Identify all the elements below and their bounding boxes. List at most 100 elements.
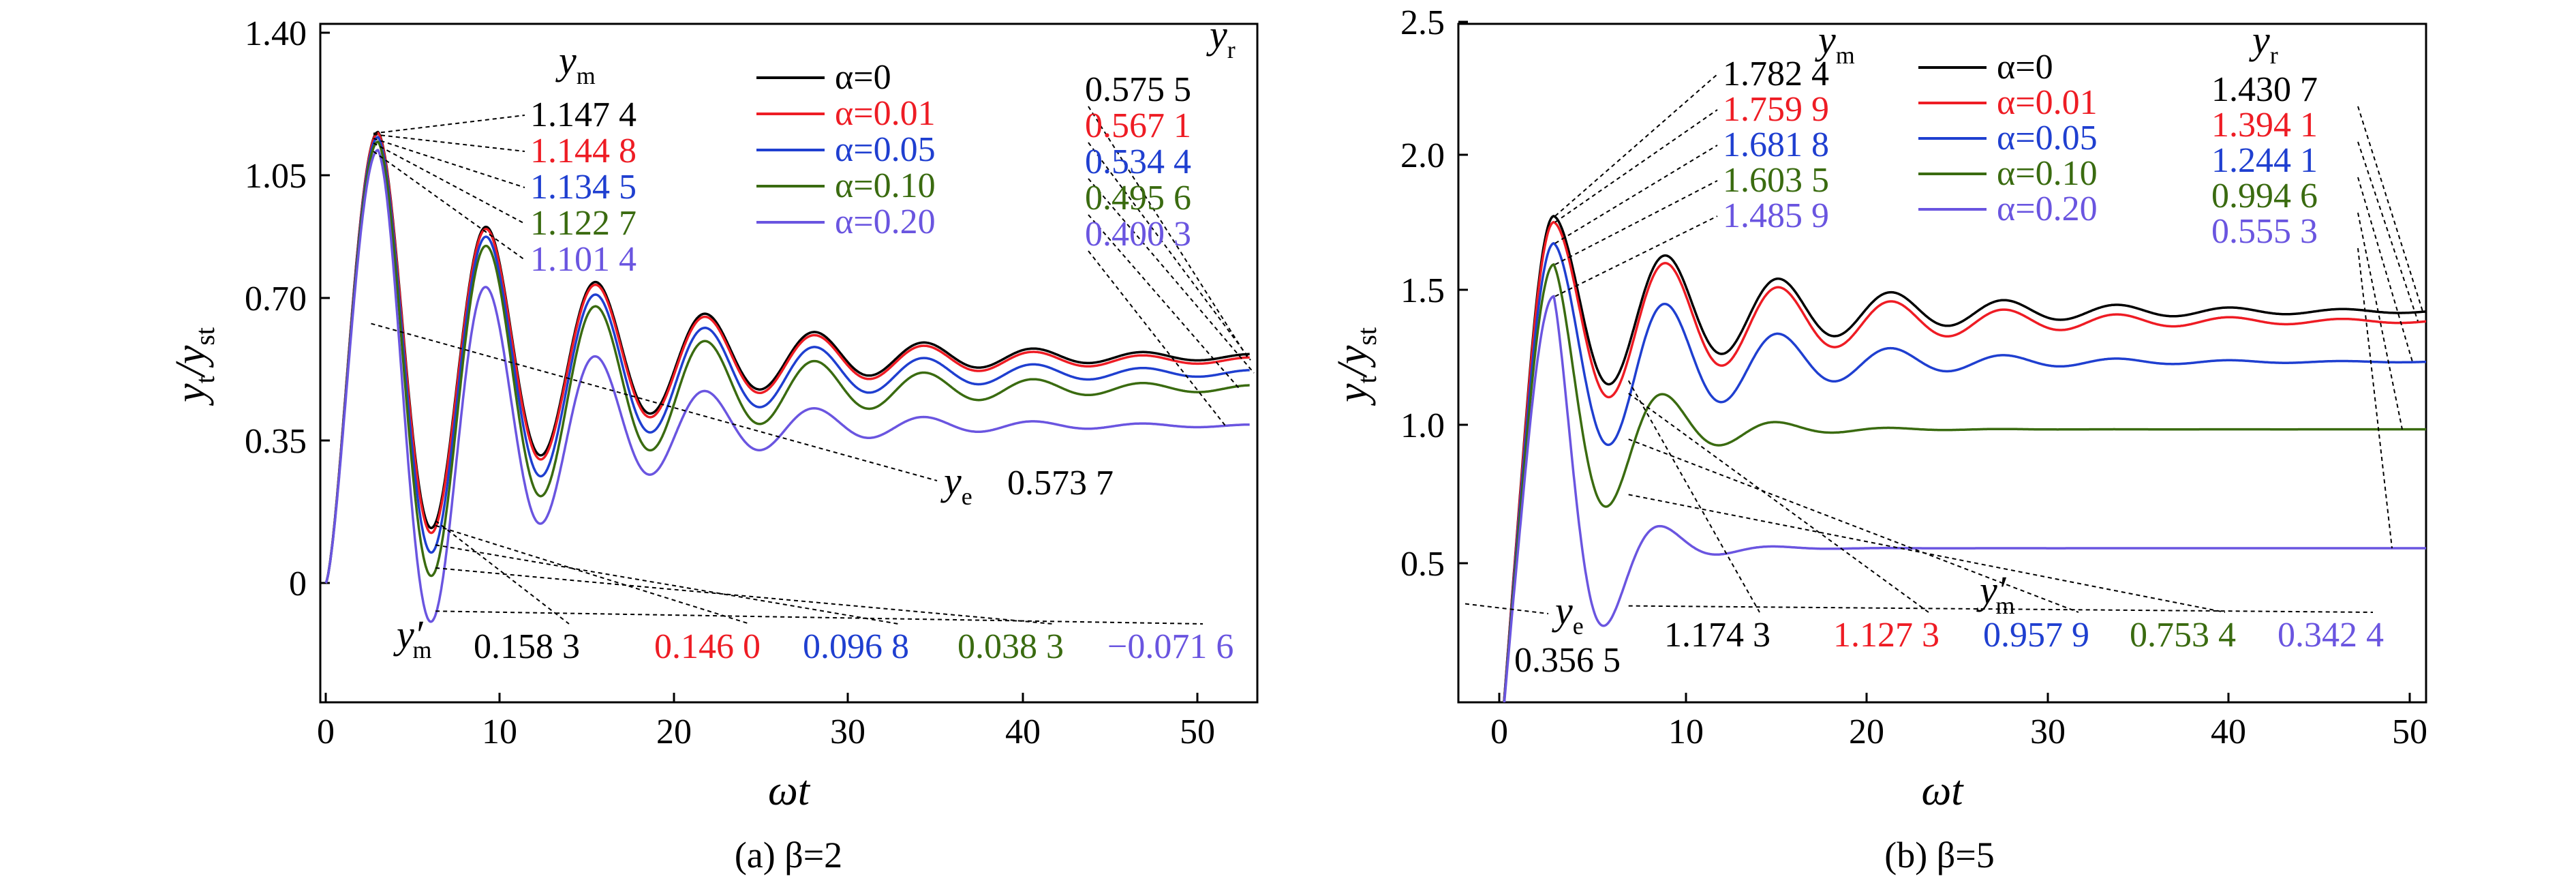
yr-leader-1 <box>2357 141 2419 322</box>
ye-leader <box>371 323 938 481</box>
ymp-value-1: 1.127 3 <box>1833 616 1939 655</box>
x-tick-label: 20 <box>1849 713 1884 751</box>
ym-value-0: 1.147 4 <box>530 95 637 134</box>
ymp-leader-0 <box>1627 380 1760 613</box>
legend-label-1: α=0.01 <box>1997 83 2098 122</box>
x-tick-label: 10 <box>482 713 517 751</box>
series-line-1 <box>1503 220 2426 702</box>
chart-panel-b: 0 10 20 30 40 50 0.5 1.0 1.5 2.0 2.5 ωt yt/yst (b) β=… <box>1330 3 2427 875</box>
ym-value-1: 1.144 8 <box>530 132 637 170</box>
ymp-leader-2 <box>435 544 899 625</box>
ymp-value-2: 0.957 9 <box>1983 616 2089 655</box>
y-tick-label: 0 <box>289 565 307 603</box>
x-tick-label: 30 <box>2030 713 2066 751</box>
x-tick-label: 50 <box>2392 713 2427 751</box>
yr-value-3: 0.994 6 <box>2211 177 2318 215</box>
yr-label: yr <box>2249 18 2278 69</box>
yr-leader-1 <box>1088 142 1251 361</box>
ym-leader-1 <box>1554 109 1718 223</box>
series-line-2 <box>1503 241 2426 702</box>
y-tick-label: 1.5 <box>1400 271 1445 310</box>
ymp-value-3: 0.753 4 <box>2130 616 2236 655</box>
ymp-leader-3 <box>1628 494 2226 613</box>
yr-value-1: 0.567 1 <box>1085 106 1191 145</box>
ymp-value-4: −0.071 6 <box>1107 627 1233 666</box>
ym-label: ym <box>555 38 596 89</box>
plot-frame <box>319 23 1259 704</box>
series-line-0 <box>1503 215 2426 702</box>
ymp-leader-2 <box>1628 438 2079 613</box>
plot-frame <box>1457 23 2427 704</box>
x-tick-label: 0 <box>317 713 335 751</box>
legend-label-2: α=0.05 <box>1997 119 2098 158</box>
x-axis-label: ωt <box>768 768 811 814</box>
ymp-value-0: 1.174 3 <box>1664 616 1770 655</box>
ym-value-2: 1.681 8 <box>1723 125 1829 164</box>
series-line-3 <box>324 140 1250 584</box>
ym-leader-1 <box>373 134 525 152</box>
y-tick-label: 1.40 <box>245 14 307 53</box>
ymp-leader-3 <box>435 567 1054 625</box>
yr-value-4: 0.400 3 <box>1085 215 1191 254</box>
legend-label-3: α=0.10 <box>835 166 936 205</box>
legend-label-1: α=0.01 <box>835 94 936 133</box>
series-line-4 <box>1503 295 2426 702</box>
ye-label: ye <box>1552 588 1584 640</box>
legend-label-4: α=0.20 <box>1997 190 2098 228</box>
chart-caption: (a) β=2 <box>735 835 842 875</box>
y-tick-label: 2.0 <box>1400 136 1445 175</box>
y-tick-label: 1.0 <box>1400 406 1445 445</box>
ym-value-3: 1.603 5 <box>1723 161 1829 200</box>
ymp-value-4: 0.342 4 <box>2278 616 2384 655</box>
legend-label-2: α=0.05 <box>835 130 936 169</box>
yr-leader-4 <box>2357 248 2393 549</box>
yr-leader-4 <box>1088 250 1226 426</box>
ym-label: ym <box>1815 18 1855 69</box>
ymp-value-1: 0.146 0 <box>654 627 761 666</box>
yr-value-4: 0.555 3 <box>2211 212 2318 251</box>
y-tick-label: 0.35 <box>245 422 307 461</box>
yr-value-0: 0.575 5 <box>1085 70 1191 109</box>
series-line-3 <box>1503 263 2426 702</box>
ym-value-4: 1.101 4 <box>530 240 637 279</box>
x-axis-label: ωt <box>1921 768 1964 814</box>
y-tick-label: 0.70 <box>245 280 307 318</box>
yr-leader-2 <box>2357 177 2413 362</box>
ye-leader <box>1465 603 1549 614</box>
ym-leader-3 <box>1554 180 1718 265</box>
ym-leader-2 <box>373 138 525 188</box>
ymp-value-2: 0.096 8 <box>803 627 909 666</box>
chart-panel-a: 0 10 20 30 40 50 0 0.35 0.70 1.05 1.40 ωt yt/yst (a) … <box>168 12 1259 875</box>
ymp-value-3: 0.038 3 <box>957 627 1064 666</box>
ymp-leader-0 <box>435 520 570 625</box>
y-axis-label: yt/yst <box>168 327 220 406</box>
series-line-4 <box>324 149 1250 623</box>
y-tick-label: 1.05 <box>245 157 307 196</box>
chart-caption: (b) β=5 <box>1884 835 1994 875</box>
ye-value: 0.573 7 <box>1007 464 1114 503</box>
ym-value-3: 1.122 7 <box>530 204 637 243</box>
x-tick-label: 0 <box>1490 713 1508 751</box>
ymp-value-0: 0.158 3 <box>474 627 580 666</box>
legend-label-0: α=0 <box>835 58 891 97</box>
x-tick-label: 30 <box>830 713 865 751</box>
ymp-leader-4 <box>435 610 1203 625</box>
legend-label-3: α=0.10 <box>1997 154 2098 193</box>
yr-leader-3 <box>1088 214 1240 389</box>
x-tick-label: 40 <box>1005 713 1041 751</box>
ye-value: 0.356 5 <box>1514 641 1621 680</box>
y-tick-label: 0.5 <box>1400 545 1445 584</box>
ym-leader-4 <box>1554 215 1718 297</box>
ym-value-1: 1.759 9 <box>1723 90 1829 129</box>
yr-leader-2 <box>1088 178 1255 374</box>
legend-label-0: α=0 <box>1997 48 2053 87</box>
yr-value-0: 1.430 7 <box>2211 70 2318 109</box>
ym-leader-2 <box>1554 145 1718 244</box>
ym-leader-0 <box>1554 74 1718 217</box>
ymp-leader-1 <box>1628 393 1929 613</box>
yr-label: yr <box>1206 12 1236 63</box>
legend-label-4: α=0.20 <box>835 203 936 241</box>
ym-value-2: 1.134 5 <box>530 168 637 207</box>
ymp-label: y′m <box>393 612 431 663</box>
